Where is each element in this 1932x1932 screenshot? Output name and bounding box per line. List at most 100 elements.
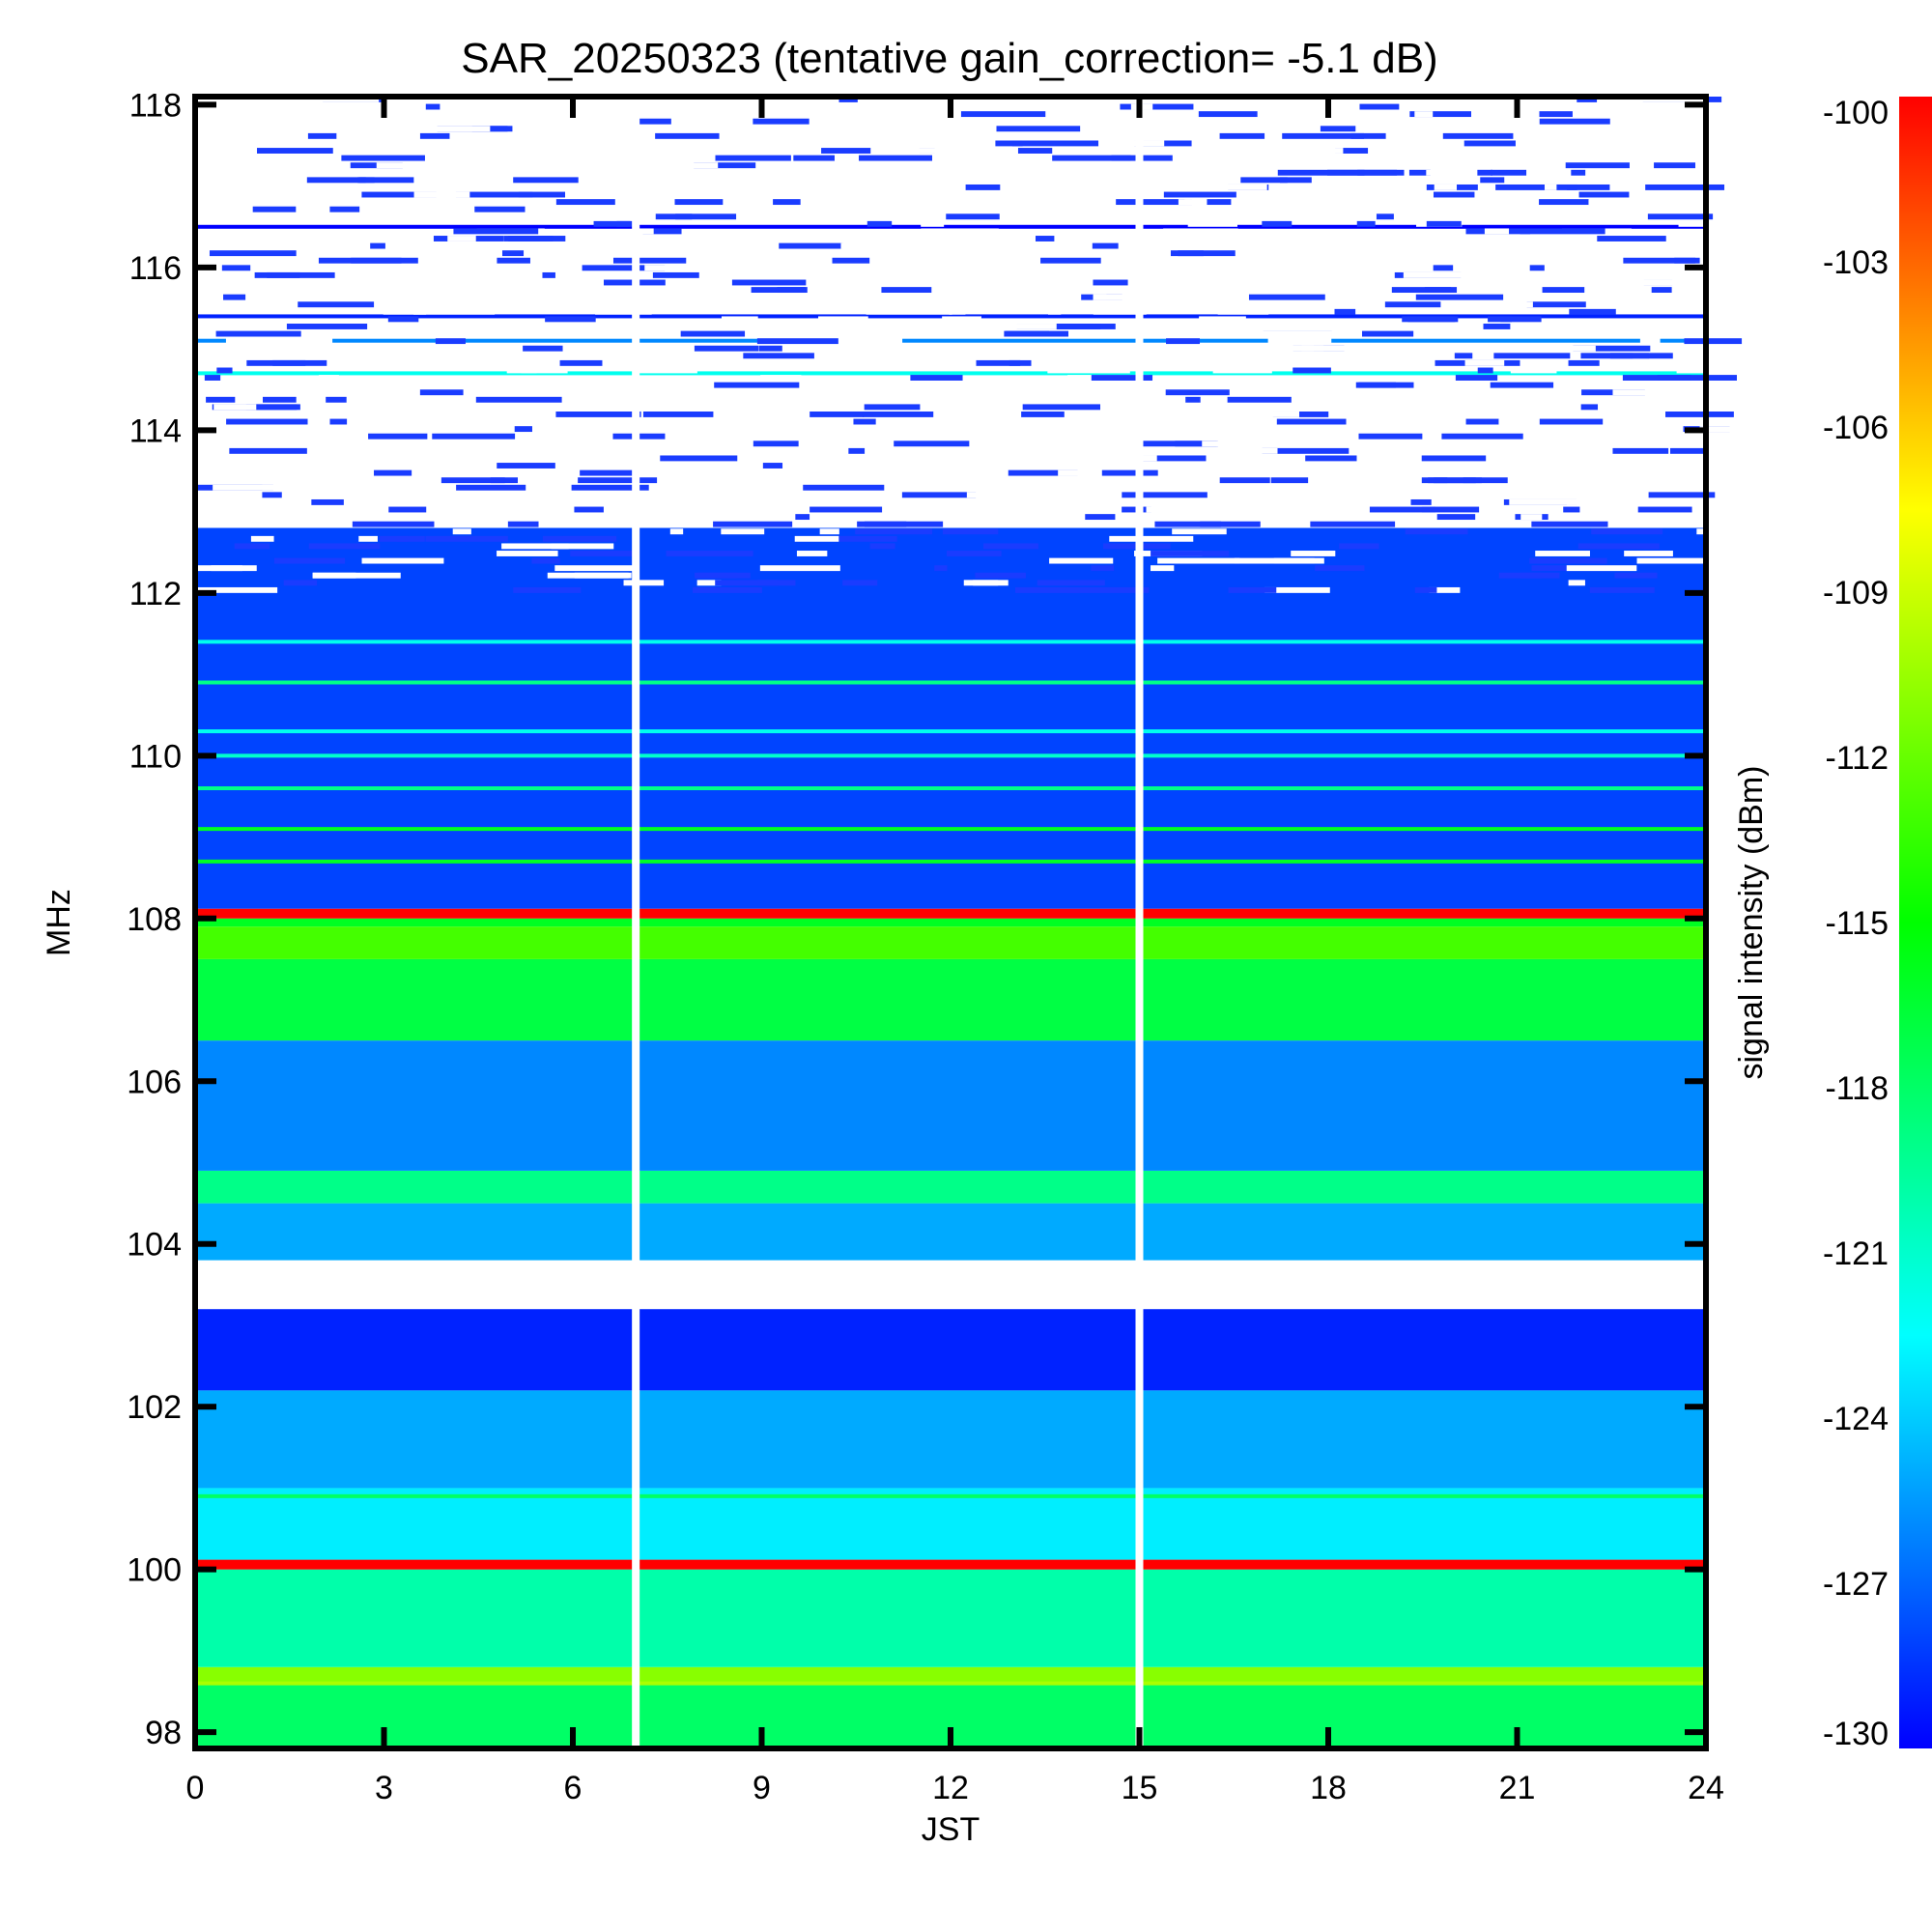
- noise-speckle: [542, 271, 555, 278]
- noise-speckle: [1369, 506, 1435, 513]
- noise-speckle: [1175, 440, 1219, 447]
- noise-speckle: [559, 359, 603, 366]
- noise-speckle: [1573, 132, 1600, 139]
- noise-speckle: [1217, 308, 1269, 315]
- noise-speckle: [374, 469, 412, 476]
- spectrogram-bands: [195, 97, 1706, 1748]
- noise-speckle: [1464, 463, 1498, 469]
- noise-speckle: [721, 316, 758, 323]
- noise-speckle: [942, 528, 999, 535]
- noise-speckle: [642, 228, 682, 235]
- noise-speckle: [1254, 330, 1332, 337]
- noise-speckle: [850, 514, 894, 521]
- noise-speckle: [1428, 242, 1475, 249]
- noise-speckle: [1240, 177, 1288, 184]
- noise-speckle: [197, 565, 257, 572]
- noise-speckle: [545, 316, 596, 323]
- noise-speckle: [1199, 324, 1217, 329]
- noise-speckle: [474, 206, 526, 213]
- noise-speckle: [1632, 455, 1668, 462]
- spectrum-band: [195, 1390, 1706, 1489]
- noise-speckle: [1189, 184, 1267, 190]
- noise-speckle: [636, 118, 671, 125]
- noise-speckle: [1498, 418, 1525, 425]
- noise-speckle: [642, 411, 714, 417]
- noise-speckle: [351, 257, 418, 264]
- noise-speckle: [1198, 111, 1258, 118]
- spectral-line: [195, 859, 1706, 864]
- noise-speckle: [1016, 324, 1101, 329]
- spectrum-band: [195, 1666, 1706, 1684]
- noise-speckle: [1477, 367, 1493, 374]
- noise-speckle: [1510, 367, 1557, 374]
- noise-speckle: [623, 580, 665, 586]
- noise-speckle: [1562, 140, 1610, 147]
- noise-speckle: [1421, 455, 1487, 462]
- noise-speckle: [1101, 140, 1165, 147]
- colorbar-tick-label: -130: [1823, 1716, 1889, 1752]
- colorbar-tick-label: -127: [1823, 1566, 1889, 1603]
- noise-speckle: [250, 535, 274, 542]
- noise-speckle: [1612, 389, 1678, 396]
- noise-speckle: [1491, 169, 1527, 176]
- noise-speckle: [1183, 418, 1215, 425]
- noise-speckle: [1384, 301, 1441, 308]
- noise-speckle: [1612, 447, 1669, 454]
- noise-speckle: [1375, 447, 1452, 454]
- noise-speckle: [1109, 535, 1194, 542]
- noise-speckle: [960, 111, 1046, 118]
- noise-speckle: [1052, 155, 1131, 161]
- noise-speckle: [1520, 572, 1543, 579]
- noise-speckle: [866, 308, 952, 315]
- noise-speckle: [793, 155, 835, 161]
- noise-speckle: [1447, 213, 1508, 220]
- noise-speckle: [1358, 382, 1414, 388]
- noise-speckle: [1654, 162, 1695, 169]
- noise-speckle: [368, 433, 428, 440]
- noise-speckle: [1635, 433, 1655, 440]
- noise-speckle: [408, 440, 479, 447]
- noise-speckle: [1092, 242, 1119, 249]
- noise-speckle: [1433, 155, 1465, 161]
- noise-speckle: [796, 551, 828, 556]
- spectral-line: [195, 1493, 1706, 1498]
- noise-speckle: [1504, 463, 1570, 469]
- noise-speckle: [555, 199, 615, 206]
- noise-speckle: [419, 389, 464, 396]
- noise-speckle: [921, 228, 999, 235]
- noise-speckle: [1568, 359, 1600, 366]
- noise-speckle: [1008, 287, 1074, 294]
- noise-speckle: [898, 418, 912, 425]
- noise-speckle: [1563, 506, 1580, 513]
- noise-speckle: [365, 353, 417, 359]
- noise-speckle: [1093, 294, 1154, 300]
- noise-speckle: [1473, 206, 1532, 213]
- noise-speckle: [311, 498, 344, 505]
- noise-speckle: [753, 118, 810, 125]
- noise-speckle: [1535, 551, 1590, 556]
- noise-speckle: [1277, 111, 1325, 118]
- noise-speckle: [1048, 308, 1062, 315]
- noise-speckle: [1688, 132, 1771, 139]
- spectrogram-texture: [195, 97, 1771, 593]
- noise-speckle: [1624, 551, 1673, 556]
- noise-speckle: [995, 382, 1016, 388]
- noise-speckle: [1334, 463, 1406, 469]
- colorbar-tick-label: -121: [1823, 1236, 1889, 1272]
- noise-speckle: [274, 440, 309, 447]
- noise-speckle: [1405, 528, 1468, 535]
- x-tick-label: 9: [753, 1770, 771, 1806]
- noise-speckle: [1163, 228, 1238, 235]
- spectral-line: [195, 827, 1706, 832]
- noise-speckle: [447, 148, 466, 154]
- noise-speckle: [1509, 498, 1595, 505]
- noise-speckle: [360, 236, 387, 242]
- noise-speckle: [578, 477, 658, 484]
- noise-speckle: [253, 433, 341, 440]
- noise-speckle: [379, 463, 407, 469]
- noise-speckle: [817, 404, 837, 411]
- noise-speckle: [341, 155, 425, 161]
- noise-speckle: [1574, 265, 1597, 271]
- noise-speckle: [501, 543, 569, 550]
- noise-speckle: [1293, 140, 1368, 147]
